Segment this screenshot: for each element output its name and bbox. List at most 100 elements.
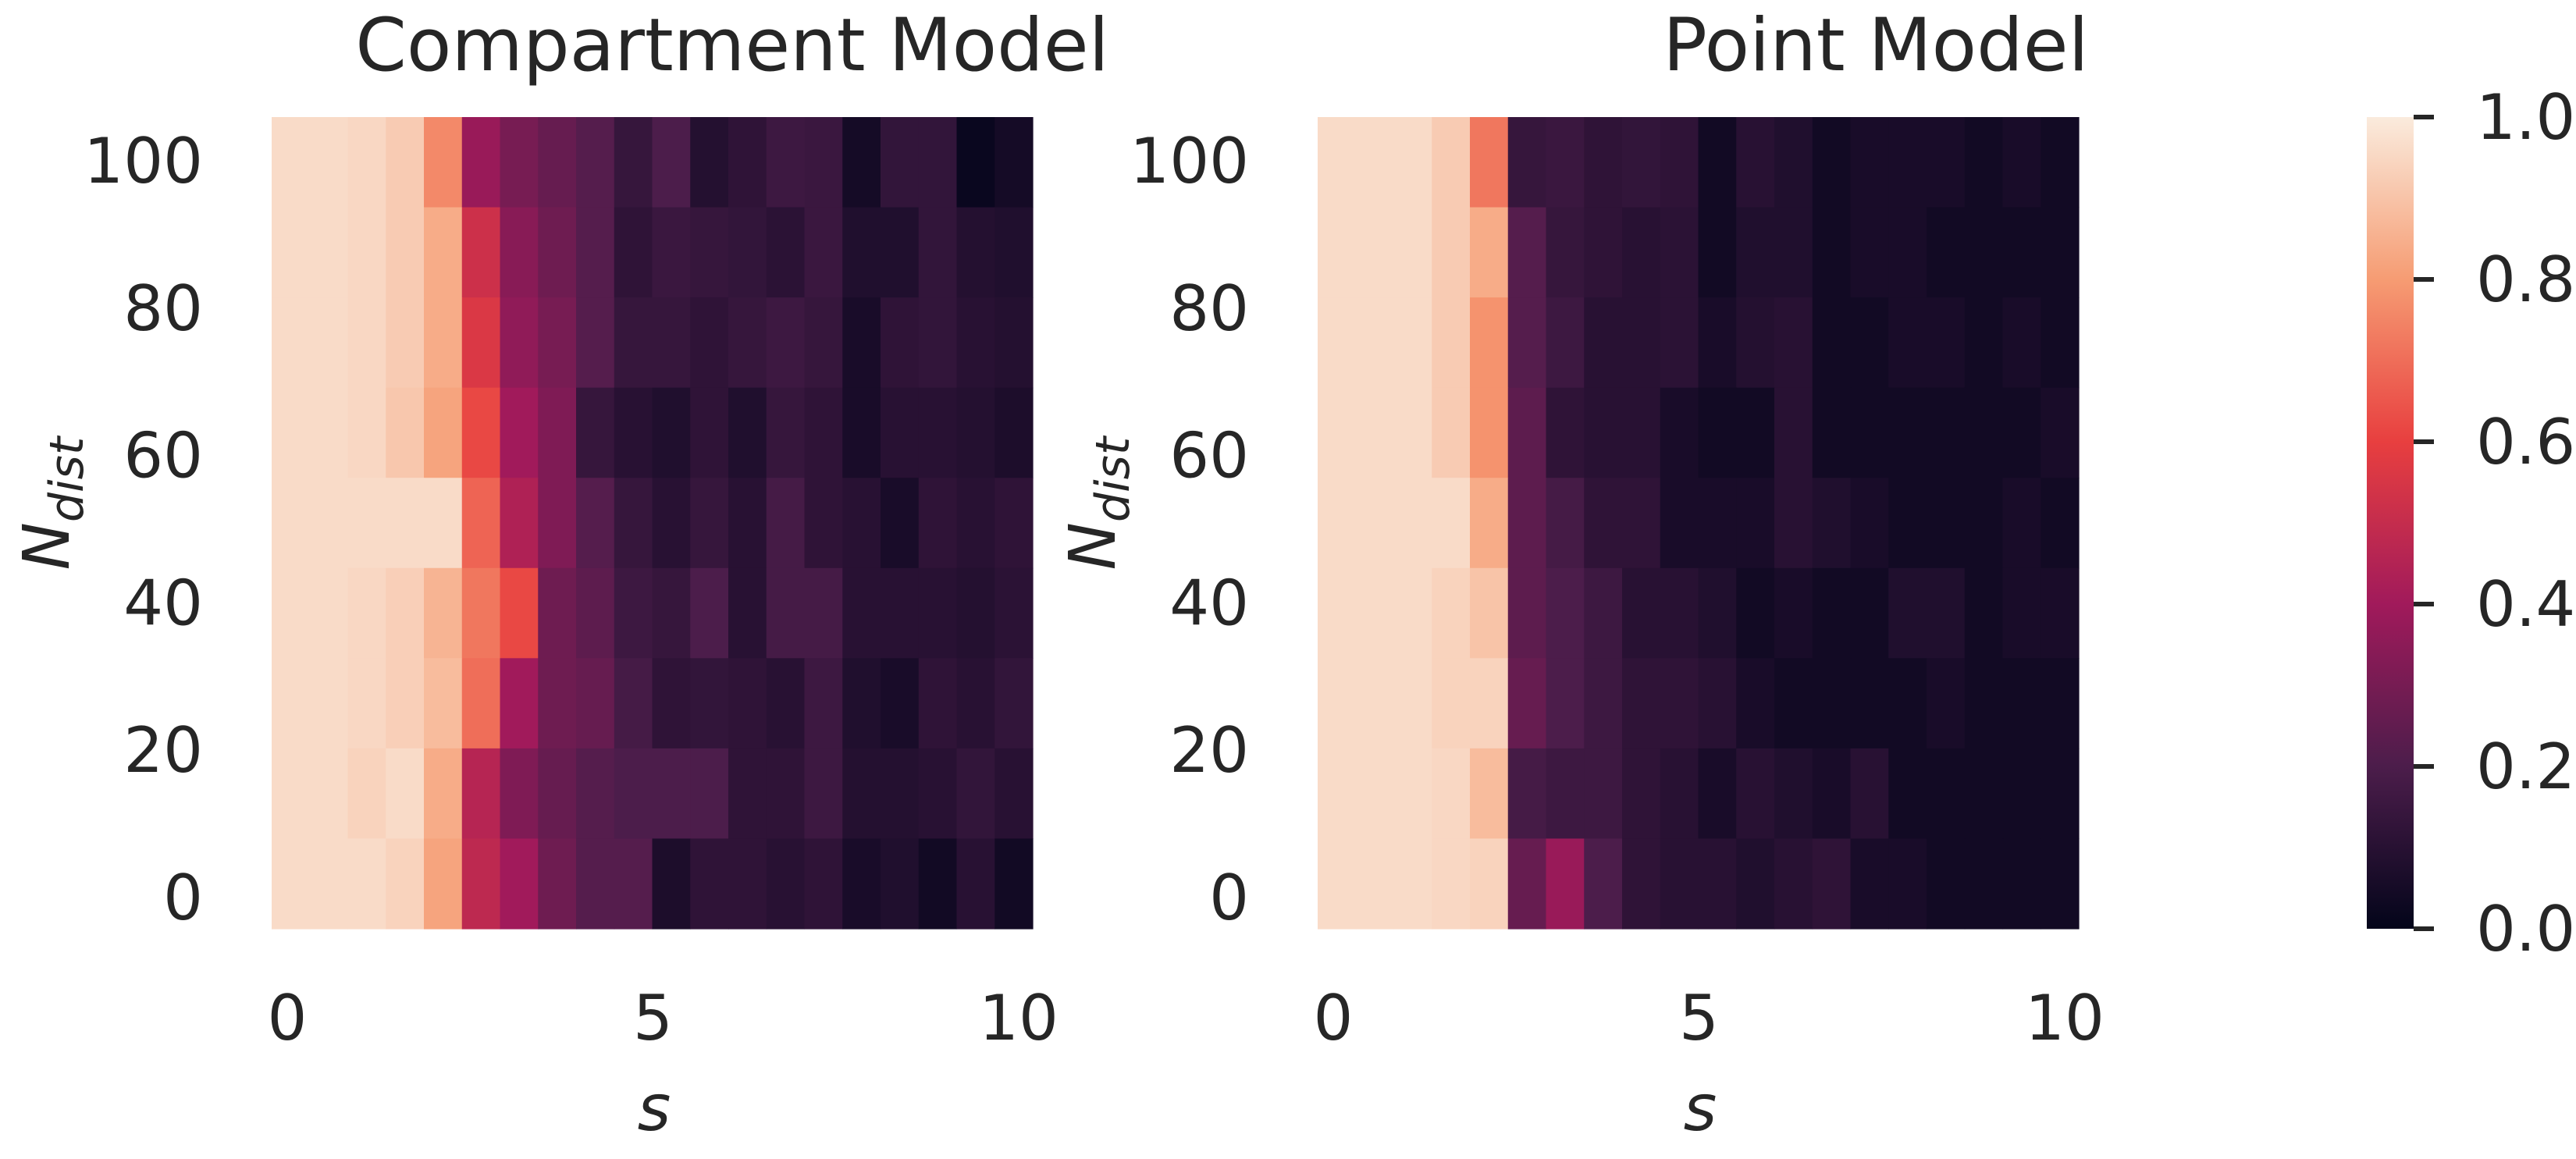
heatmap-cell <box>538 478 577 569</box>
heatmap-cell <box>842 297 881 389</box>
heatmap-cell <box>1355 478 1395 569</box>
heatmap-cell <box>386 658 425 749</box>
heatmap-cell <box>652 748 691 840</box>
heatmap-cell <box>766 297 806 389</box>
heatmap-cell <box>766 387 806 478</box>
heatmap-cell <box>1850 207 1889 298</box>
heatmap-cell <box>1850 658 1889 749</box>
heatmap-cell <box>1888 748 1927 840</box>
heatmap-cell <box>1393 658 1432 749</box>
heatmap-cell <box>1698 838 1737 930</box>
heatmap-cell <box>994 117 1034 208</box>
heatmap-cell <box>918 478 958 569</box>
heatmap-cell <box>272 567 311 659</box>
heatmap-cell <box>690 117 729 208</box>
heatmap-cell <box>1812 567 1852 659</box>
heatmap-cell <box>1470 748 1509 840</box>
heatmap-cell <box>424 387 463 478</box>
heatmap-cell <box>1698 567 1737 659</box>
heatmap-cell <box>1660 748 1699 840</box>
heatmap-cell <box>1927 838 1966 930</box>
heatmap-cell <box>1432 478 1471 569</box>
heatmap-cell <box>1736 567 1775 659</box>
heatmap-cell <box>500 567 539 659</box>
y-tick-label: 20 <box>123 714 203 787</box>
heatmap-cell <box>1736 387 1775 478</box>
heatmap-cell <box>1546 387 1585 478</box>
heatmap-cell <box>1584 658 1623 749</box>
y-tick-label: 40 <box>1169 567 1249 639</box>
heatmap-cell <box>1355 207 1395 298</box>
heatmap-cell <box>1546 658 1585 749</box>
heatmap-cell <box>347 748 386 840</box>
heatmap-cell <box>2002 207 2041 298</box>
x-ticks-point: 0 5 10 <box>1314 982 2105 1054</box>
heatmap-cell <box>956 297 995 389</box>
heatmap-cell <box>347 567 386 659</box>
heatmap-cell <box>272 478 311 569</box>
heatmap-cell <box>1470 658 1509 749</box>
heatmap-cell <box>1698 478 1737 569</box>
heatmap-cell <box>918 748 958 840</box>
heatmap-cell <box>347 387 386 478</box>
heatmap-cell <box>1432 658 1471 749</box>
heatmap-cell <box>576 207 615 298</box>
heatmap-cell <box>424 748 463 840</box>
heatmap-cell <box>1507 297 1547 389</box>
y-tick-label: 80 <box>123 272 203 345</box>
heatmap-cell <box>386 838 425 930</box>
heatmap-cell <box>386 297 425 389</box>
x-axis-label-point: s <box>1684 1072 1717 1146</box>
colorbar-gradient <box>2367 117 2414 929</box>
heatmap-cell <box>386 207 425 298</box>
heatmap-cell <box>1812 658 1852 749</box>
heatmap-cell <box>1888 207 1927 298</box>
heatmap-point <box>1318 117 2080 930</box>
x-tick-label: 0 <box>1314 982 1354 1054</box>
heatmap-cell <box>424 207 463 298</box>
heatmap-cell <box>1622 387 1661 478</box>
heatmap-cell <box>1622 658 1661 749</box>
heatmap-cell <box>1850 748 1889 840</box>
heatmap-cell <box>347 207 386 298</box>
heatmap-cell <box>918 117 958 208</box>
heatmap-cell <box>1393 838 1432 930</box>
heatmap-cell <box>1432 567 1471 659</box>
heatmap-cell <box>956 117 995 208</box>
heatmap-cell <box>652 207 691 298</box>
heatmap-cell <box>500 117 539 208</box>
heatmap-cell <box>424 658 463 749</box>
heatmap-cell <box>1507 658 1547 749</box>
heatmap-cell <box>956 658 995 749</box>
heatmap-cell <box>424 478 463 569</box>
colorbar-tick-label: 0.6 <box>2476 406 2575 478</box>
heatmap-cell <box>690 567 729 659</box>
heatmap-cell <box>2041 567 2080 659</box>
heatmap-cell <box>309 748 349 840</box>
heatmap-cell <box>652 567 691 659</box>
heatmap-cell <box>461 658 501 749</box>
heatmap-cell <box>1393 567 1432 659</box>
heatmap-cell <box>1736 658 1775 749</box>
heatmap-cell <box>2041 658 2080 749</box>
y-tick-label: 0 <box>163 862 203 934</box>
heatmap-cell <box>309 117 349 208</box>
heatmap-cell <box>842 387 881 478</box>
heatmap-cell <box>1812 297 1852 389</box>
heatmap-cell <box>272 297 311 389</box>
heatmap-cell <box>652 838 691 930</box>
heatmap-cell <box>1584 838 1623 930</box>
heatmap-cell <box>881 478 920 569</box>
heatmap-cell <box>461 117 501 208</box>
heatmap-cell <box>1660 117 1699 208</box>
heatmap-cell <box>766 838 806 930</box>
heatmap-cell <box>347 658 386 749</box>
heatmap-cell <box>1355 117 1395 208</box>
heatmap-cell <box>1812 117 1852 208</box>
colorbar-tick-label: 0.2 <box>2476 731 2575 803</box>
heatmap-cell <box>1546 748 1585 840</box>
heatmap-cell <box>1888 297 1927 389</box>
heatmap-cell <box>461 478 501 569</box>
heatmap-cell <box>1774 207 1813 298</box>
x-ticks-compartment: 0 5 10 <box>268 982 1059 1054</box>
